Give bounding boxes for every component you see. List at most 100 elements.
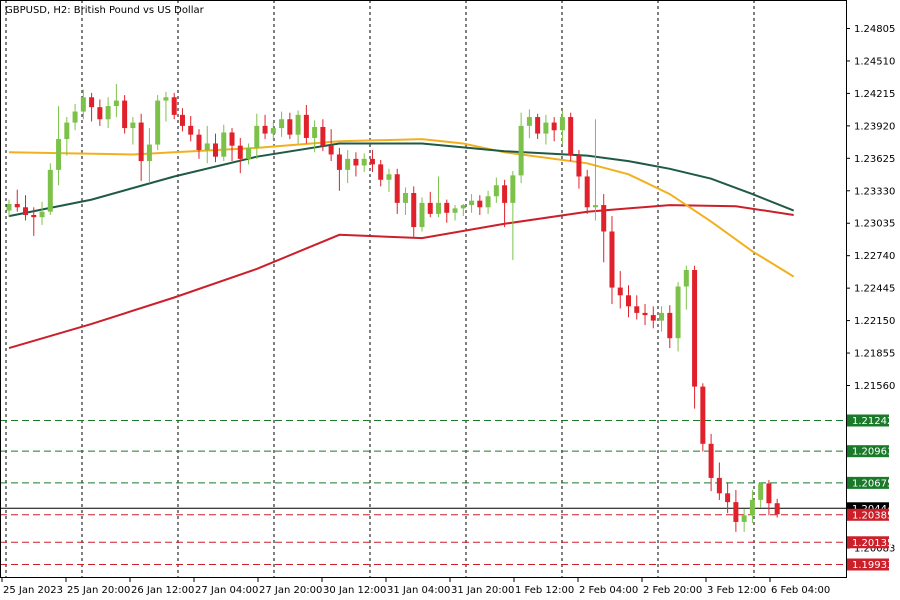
bear-candle[interactable]	[14, 189, 20, 212]
bear-candle[interactable]	[584, 169, 590, 214]
bull-candle[interactable]	[146, 128, 152, 184]
bear-candle[interactable]	[97, 99, 103, 126]
bear-candle[interactable]	[171, 92, 177, 120]
bear-candle[interactable]	[138, 113, 144, 181]
bear-candle[interactable]	[733, 490, 739, 532]
bear-candle[interactable]	[229, 128, 235, 162]
bull-candle[interactable]	[105, 97, 111, 129]
y-axis: 1.24805 1.24510 1.24215 1.23920 1.23625 1.233…	[846, 24, 895, 554]
bear-candle[interactable]	[568, 112, 574, 162]
bear-candle[interactable]	[303, 104, 309, 144]
bull-candle[interactable]	[436, 176, 442, 218]
bull-candle[interactable]	[47, 163, 53, 215]
bull-candle[interactable]	[246, 143, 252, 165]
bear-candle[interactable]	[237, 137, 243, 174]
bull-candle[interactable]	[221, 124, 227, 162]
bear-candle[interactable]	[708, 433, 714, 492]
bull-candle[interactable]	[130, 117, 136, 145]
bull-candle[interactable]	[469, 194, 475, 213]
bull-candle[interactable]	[64, 117, 70, 156]
bear-candle[interactable]	[394, 168, 400, 214]
bear-candle[interactable]	[23, 195, 29, 221]
bull-candle[interactable]	[312, 120, 318, 153]
bear-candle[interactable]	[642, 304, 648, 325]
bear-candle[interactable]	[287, 112, 293, 140]
bull-candle[interactable]	[361, 153, 367, 173]
bull-candle[interactable]	[345, 150, 351, 184]
bull-candle[interactable]	[543, 114, 549, 145]
bull-candle[interactable]	[452, 205, 458, 221]
candle-body	[320, 126, 326, 146]
bear-candle[interactable]	[774, 498, 780, 518]
bear-candle[interactable]	[650, 306, 656, 329]
bull-candle[interactable]	[295, 110, 301, 144]
bear-candle[interactable]	[31, 207, 37, 236]
bear-candle[interactable]	[353, 152, 359, 177]
bull-candle[interactable]	[460, 203, 466, 217]
bull-candle[interactable]	[6, 199, 12, 218]
bull-candle[interactable]	[163, 91, 169, 122]
bull-candle[interactable]	[419, 197, 425, 232]
candles[interactable]	[6, 84, 780, 532]
bull-candle[interactable]	[683, 265, 689, 310]
bear-candle[interactable]	[626, 285, 631, 318]
bull-candle[interactable]	[39, 201, 45, 225]
bear-candle[interactable]	[576, 150, 582, 189]
bear-candle[interactable]	[369, 150, 375, 173]
bear-candle[interactable]	[617, 271, 623, 309]
bear-candle[interactable]	[502, 179, 508, 228]
bear-candle[interactable]	[535, 113, 541, 140]
bear-candle[interactable]	[179, 108, 185, 132]
bull-candle[interactable]	[204, 125, 210, 164]
bull-candle[interactable]	[592, 119, 598, 221]
bear-candle[interactable]	[551, 117, 557, 142]
bear-candle[interactable]	[634, 295, 640, 320]
bear-candle[interactable]	[378, 159, 384, 187]
bear-candle[interactable]	[196, 129, 202, 159]
bear-candle[interactable]	[427, 191, 433, 218]
bull-candle[interactable]	[758, 482, 764, 508]
bear-candle[interactable]	[716, 462, 722, 500]
bull-candle[interactable]	[56, 106, 62, 186]
bull-candle[interactable]	[155, 95, 161, 151]
bull-candle[interactable]	[270, 122, 276, 141]
bear-candle[interactable]	[188, 115, 194, 142]
bull-candle[interactable]	[510, 170, 516, 261]
bull-candle[interactable]	[402, 187, 408, 215]
bull-candle[interactable]	[254, 113, 260, 159]
bull-candle[interactable]	[741, 508, 747, 532]
bear-candle[interactable]	[700, 383, 706, 452]
bear-candle[interactable]	[328, 129, 334, 162]
bull-candle[interactable]	[386, 168, 392, 192]
bull-candle[interactable]	[485, 190, 491, 214]
bear-candle[interactable]	[336, 147, 342, 191]
bear-candle[interactable]	[411, 186, 417, 239]
bear-candle[interactable]	[89, 92, 95, 122]
bear-candle[interactable]	[725, 482, 731, 514]
bear-candle[interactable]	[692, 265, 698, 409]
bear-candle[interactable]	[601, 194, 607, 263]
bull-candle[interactable]	[518, 112, 524, 184]
bull-candle[interactable]	[279, 111, 285, 137]
bear-candle[interactable]	[444, 199, 450, 223]
bear-candle[interactable]	[213, 133, 218, 163]
bear-candle[interactable]	[766, 480, 772, 516]
bull-candle[interactable]	[526, 109, 532, 138]
bull-candle[interactable]	[80, 89, 86, 120]
bear-candle[interactable]	[609, 216, 615, 305]
bull-candle[interactable]	[675, 282, 681, 352]
bull-candle[interactable]	[659, 306, 665, 332]
bear-candle[interactable]	[320, 119, 326, 152]
bull-candle[interactable]	[113, 84, 119, 118]
y-tick-label: 1.20083	[854, 543, 895, 554]
bear-candle[interactable]	[477, 195, 483, 215]
bull-candle[interactable]	[72, 103, 78, 131]
bull-candle[interactable]	[493, 177, 499, 203]
bear-candle[interactable]	[122, 95, 128, 134]
bear-candle[interactable]	[262, 114, 268, 140]
candle-body	[700, 386, 706, 444]
bull-candle[interactable]	[559, 110, 565, 145]
bull-candle[interactable]	[749, 490, 755, 524]
bear-candle[interactable]	[667, 305, 673, 349]
